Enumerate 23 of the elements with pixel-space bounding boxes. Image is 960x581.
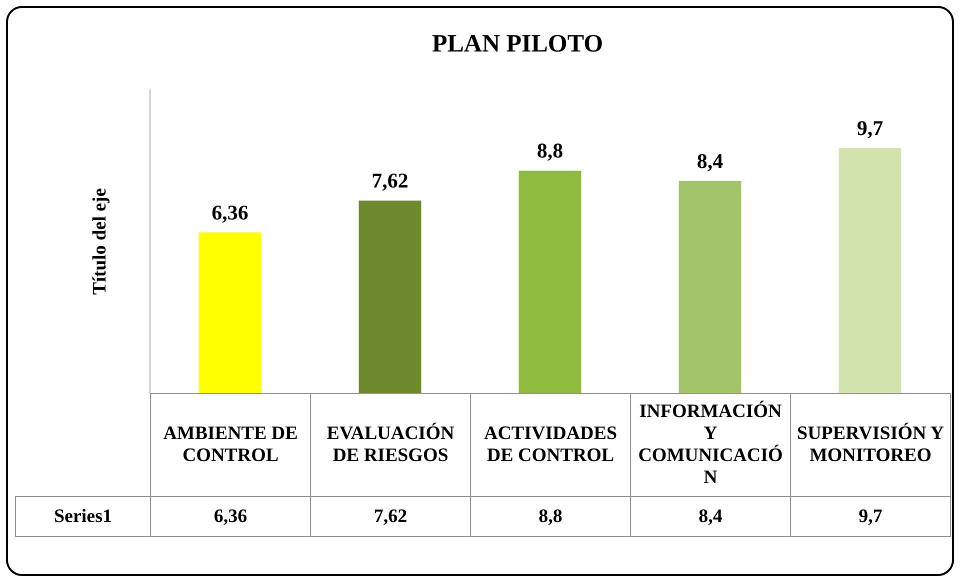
bar	[838, 148, 902, 393]
bar	[678, 180, 742, 393]
data-label: 8,8	[470, 496, 630, 536]
x-tick-label: EVALUACIÓN DE RIESGOS	[310, 394, 470, 496]
data-label: 7,62	[310, 496, 470, 536]
x-tick-label: SUPERVISIÓN Y MONITOREO	[790, 394, 950, 496]
x-tick-label: ACTIVIDADES DE CONTROL	[470, 394, 630, 496]
bar	[198, 232, 262, 393]
chart-title: PLAN PILOTO	[432, 30, 604, 58]
data-label: 6,36	[150, 496, 310, 536]
text: 6,36	[212, 200, 248, 224]
y-axis-title: Título del eje	[89, 188, 110, 295]
text: 9,7	[856, 116, 884, 140]
x-tick-label: INFORMACIÓN Y COMUNICACIÓN	[630, 394, 790, 496]
text: 7,62	[372, 168, 408, 193]
data-label: 8,4	[630, 496, 790, 536]
text: 8,4	[696, 148, 724, 173]
bar	[358, 200, 422, 393]
text: Series1	[16, 496, 150, 536]
text: 8,8	[536, 138, 564, 163]
data-label: 9,7	[790, 496, 950, 536]
x-tick-label: AMBIENTE DE CONTROL	[150, 394, 310, 496]
bar	[518, 170, 582, 393]
